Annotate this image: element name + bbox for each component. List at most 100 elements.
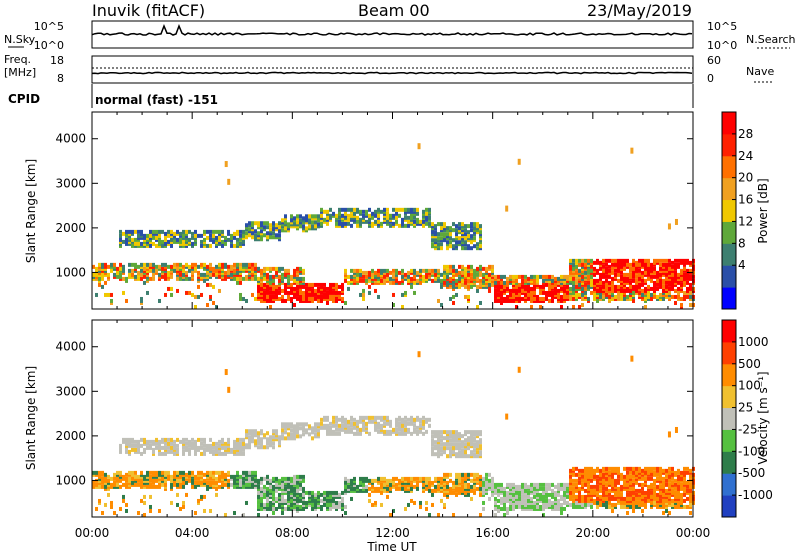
velocity-cell (311, 492, 314, 497)
power-cell (266, 296, 269, 301)
velocity-cell (620, 500, 623, 505)
power-cell (500, 282, 503, 287)
power-cell (509, 274, 512, 279)
power-cell (296, 292, 299, 297)
power-cell (218, 262, 221, 267)
power-cell (302, 268, 305, 273)
velocity-cell (464, 432, 467, 437)
power-cell (536, 276, 539, 281)
velocity-cell (218, 439, 221, 444)
power-cell (149, 235, 152, 240)
power-cell (263, 276, 266, 281)
velocity-cell (656, 478, 659, 483)
power-cell (374, 276, 377, 281)
nsky-series (91, 23, 693, 36)
power-cell (545, 296, 548, 301)
power-cell (635, 290, 638, 295)
power-cell (143, 235, 146, 240)
power-cell (449, 280, 452, 285)
velocity-cell (392, 482, 395, 487)
velocity-cell (317, 500, 320, 505)
velocity-cell (512, 486, 515, 491)
power-cell (602, 290, 605, 295)
power-cell (665, 272, 668, 277)
power-cell (428, 274, 431, 279)
power-cell (575, 266, 578, 271)
power-cell (380, 280, 383, 285)
velocity-cell (554, 484, 557, 489)
power-cell (104, 266, 107, 271)
power-cell (668, 282, 671, 287)
power-cell (221, 274, 224, 279)
power-cell (197, 294, 200, 299)
velocity-cell (182, 449, 185, 454)
power-cell (389, 215, 392, 220)
power-cell (473, 236, 476, 241)
velocity-cell (656, 496, 659, 501)
velocity-cell (155, 445, 158, 450)
velocity-cell (254, 472, 257, 477)
power-cell (659, 266, 662, 271)
velocity-cell (350, 488, 353, 493)
velocity-cell (602, 466, 605, 471)
velocity-cell (239, 441, 242, 446)
velocity-cell (551, 490, 554, 495)
velocity-cell (575, 478, 578, 483)
velocity-cell (668, 496, 671, 501)
velocity-cell (455, 484, 458, 489)
velocity-cell (416, 480, 419, 485)
velocity-cell (437, 438, 440, 443)
power-cell (320, 221, 323, 226)
velocity-cell (299, 486, 302, 491)
velocity-cell (644, 492, 647, 497)
power-cell (377, 215, 380, 220)
velocity-cell (386, 478, 389, 483)
power-cell (329, 207, 332, 212)
power-cell (683, 290, 686, 295)
velocity-cell (338, 427, 341, 432)
velocity-cell (344, 510, 347, 515)
power-cell (119, 243, 122, 248)
velocity-cell (347, 480, 350, 485)
velocity-cell (410, 488, 413, 493)
velocity-cell (587, 468, 590, 473)
velocity-cell (281, 434, 284, 439)
power-cell (614, 284, 617, 289)
velocity-cell (506, 492, 509, 497)
power-cell (602, 258, 605, 263)
velocity-cell (272, 445, 275, 450)
velocity-cell (338, 417, 341, 422)
power-cell (341, 215, 344, 220)
velocity-cell (641, 482, 644, 487)
velocity-cell (272, 437, 275, 442)
power-cell (125, 237, 128, 242)
power-cell (368, 278, 371, 283)
power-cell (506, 298, 509, 303)
power-cell (425, 268, 428, 273)
velocity-cell (326, 504, 329, 509)
power-cell (517, 158, 521, 165)
power-cell (500, 292, 503, 297)
velocity-cell (236, 482, 239, 487)
velocity-cell (215, 486, 218, 491)
velocity-cell (203, 451, 206, 456)
velocity-cell (167, 441, 170, 446)
power-cell (200, 243, 203, 248)
power-cell (311, 298, 314, 303)
power-cell (446, 226, 449, 231)
power-cell (236, 272, 239, 277)
velocity-cell (578, 476, 581, 481)
velocity-cell (365, 476, 368, 481)
power-cell (290, 296, 293, 301)
power-cell (482, 284, 485, 289)
velocity-cell (467, 472, 470, 477)
power-cell (146, 290, 149, 295)
power-cell (419, 280, 422, 285)
power-cell (431, 222, 434, 227)
velocity-cell (305, 490, 308, 495)
power-cell (119, 235, 122, 240)
power-cell (143, 237, 146, 242)
power-cell (197, 274, 200, 279)
velocity-cell (443, 492, 446, 497)
power-cell (638, 276, 641, 281)
